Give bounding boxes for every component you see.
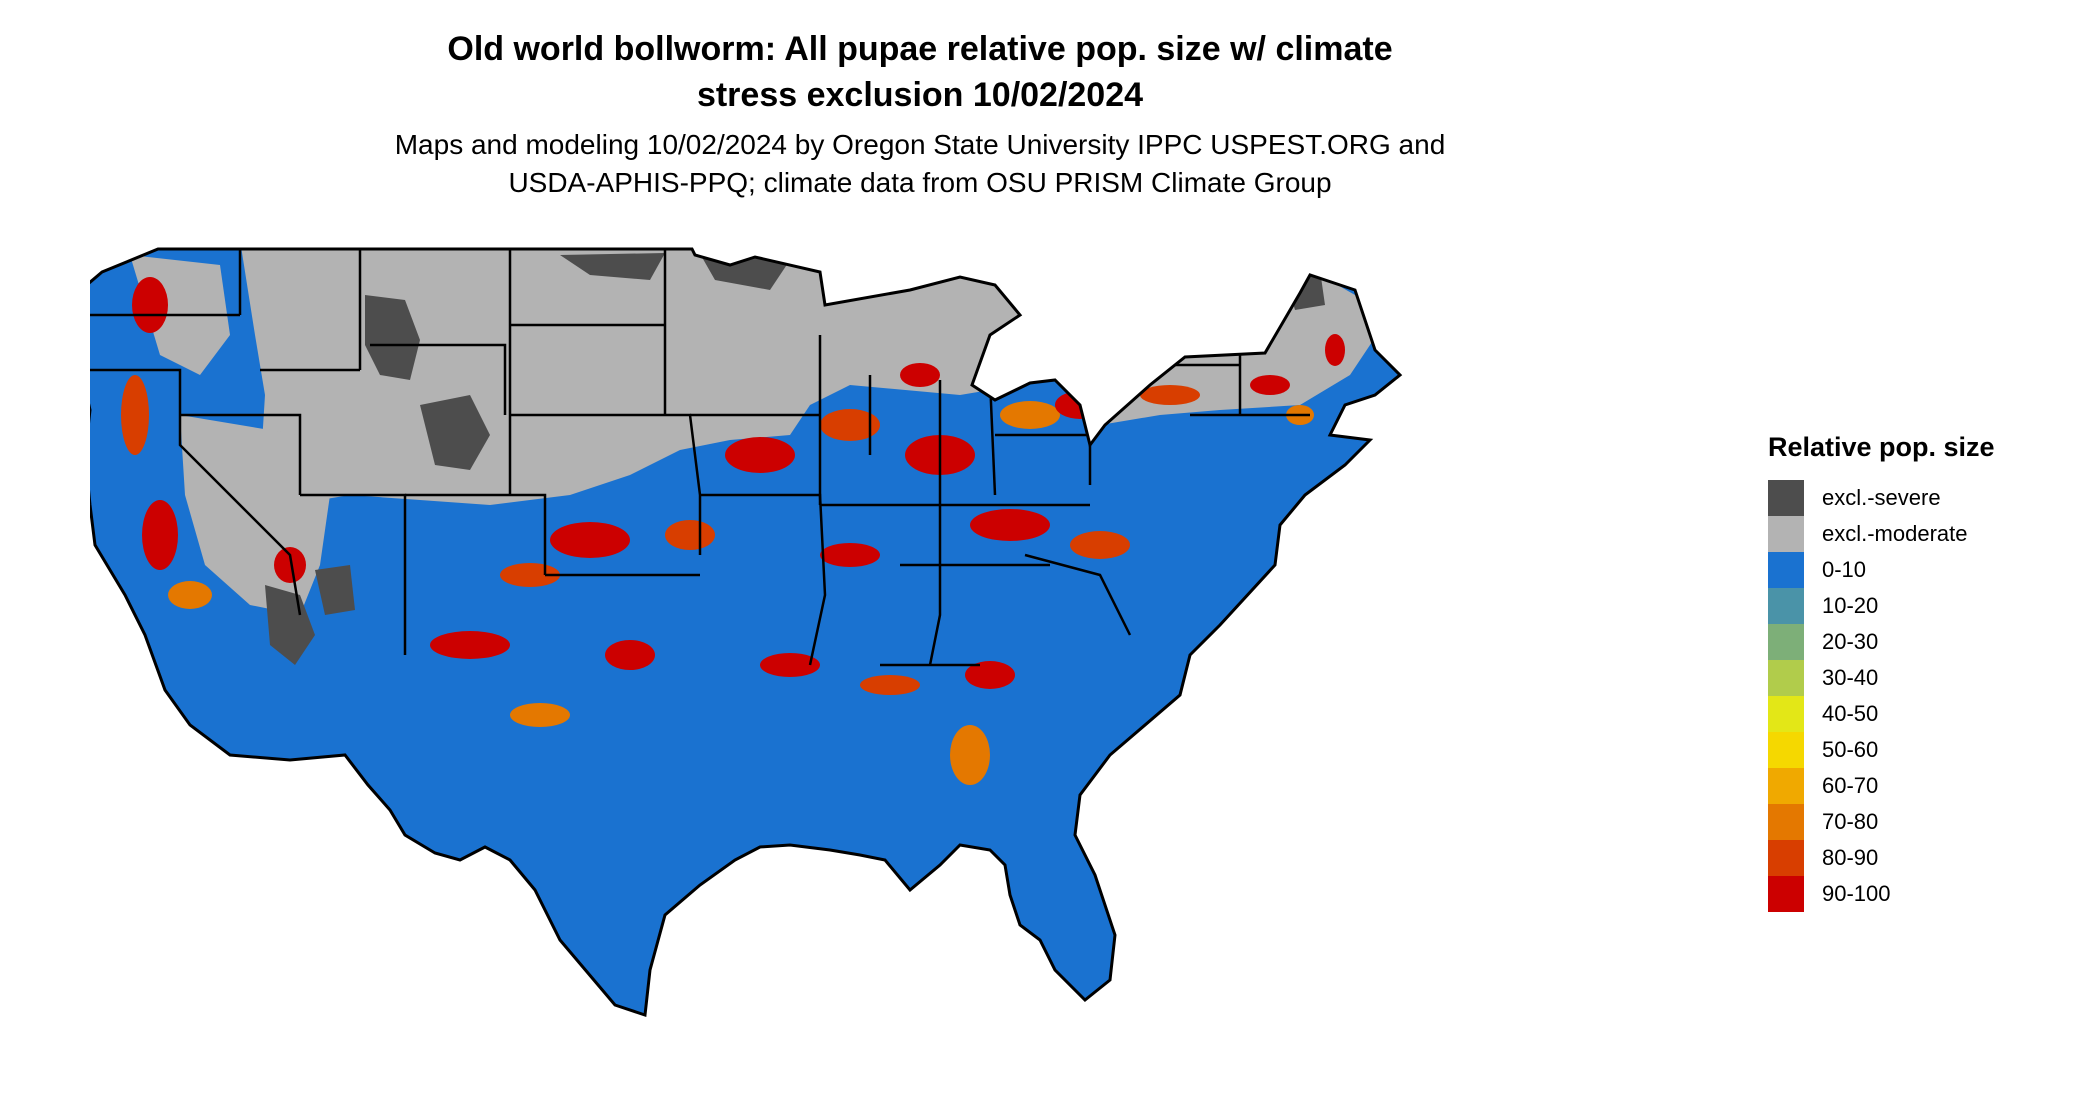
legend-item-90-100: 90-100 — [1768, 876, 1995, 912]
legend-label: 40-50 — [1822, 701, 1879, 726]
map-subtitle: Maps and modeling 10/02/2024 by Oregon S… — [0, 126, 1840, 202]
legend-title: Relative pop. size — [1768, 432, 1995, 462]
border-line — [405, 493, 547, 575]
legend-label: 30-40 — [1822, 665, 1879, 690]
legend-swatch — [1768, 516, 1804, 552]
legend-items: excl.-severe excl.-moderate 0-10 10-20 2… — [1768, 480, 1995, 912]
border-line — [1024, 553, 1132, 636]
legend-swatch — [1768, 660, 1804, 696]
legend-swatch — [1768, 624, 1804, 660]
legend-swatch — [1768, 840, 1804, 876]
excl-severe-new-mexico — [315, 565, 355, 615]
legend-swatch — [1768, 480, 1804, 516]
legend-item-60-70: 60-70 — [1768, 768, 1995, 804]
title-line-1: Old world bollworm: All pupae relative p… — [447, 30, 1393, 68]
legend-swatch — [1768, 804, 1804, 840]
legend-item-80-90: 80-90 — [1768, 840, 1995, 876]
legend-item-70-80: 70-80 — [1768, 804, 1995, 840]
legend-item-excl-moderate: excl.-moderate — [1768, 516, 1995, 552]
legend-item-40-50: 40-50 — [1768, 696, 1995, 732]
legend-item-0-10: 0-10 — [1768, 552, 1995, 588]
excl-severe-southwest — [265, 585, 315, 665]
border-line — [90, 368, 182, 415]
legend-swatch — [1768, 732, 1804, 768]
legend-item-20-30: 20-30 — [1768, 624, 1995, 660]
legend-swatch — [1768, 876, 1804, 912]
legend-label: 90-100 — [1822, 881, 1891, 906]
border-line — [180, 413, 302, 495]
excl-severe-north-dakota — [560, 253, 665, 280]
border-line — [700, 493, 827, 666]
legend-item-30-40: 30-40 — [1768, 660, 1995, 696]
map-title: Old world bollworm: All pupae relative p… — [0, 26, 1840, 118]
legend-label: 60-70 — [1822, 773, 1879, 798]
legend-swatch — [1768, 552, 1804, 588]
subtitle-line-2: USDA-APHIS-PPQ; climate data from OSU PR… — [508, 167, 1332, 198]
excl-severe-colorado — [420, 395, 490, 470]
legend-label: 80-90 — [1822, 845, 1879, 870]
legend-item-excl-severe: excl.-severe — [1768, 480, 1995, 516]
border-line — [178, 415, 302, 616]
border-line — [928, 380, 942, 666]
border-line — [510, 413, 702, 555]
title-line-2: stress exclusion 10/02/2024 — [696, 76, 1144, 114]
legend-label: 50-60 — [1822, 737, 1879, 762]
subtitle-line-1: Maps and modeling 10/02/2024 by Oregon S… — [394, 129, 1446, 160]
legend-label: 70-80 — [1822, 809, 1879, 834]
legend-label: excl.-severe — [1822, 485, 1941, 510]
legend-label: 0-10 — [1822, 557, 1867, 582]
legend-swatch — [1768, 588, 1804, 624]
legend: Relative pop. size excl.-severe excl.-mo… — [1768, 430, 1995, 912]
border-line — [988, 379, 997, 496]
legend-label: 10-20 — [1822, 593, 1879, 618]
excl-severe-wyoming — [365, 295, 420, 380]
legend-item-50-60: 50-60 — [1768, 732, 1995, 768]
legend-swatch — [1768, 696, 1804, 732]
excl-severe-maine — [1285, 270, 1325, 310]
border-line — [370, 343, 507, 415]
legend-item-10-20: 10-20 — [1768, 588, 1995, 624]
legend-swatch — [1768, 768, 1804, 804]
us-map — [90, 247, 1402, 1017]
legend-label: 20-30 — [1822, 629, 1879, 654]
legend-label: excl.-moderate — [1822, 521, 1968, 546]
